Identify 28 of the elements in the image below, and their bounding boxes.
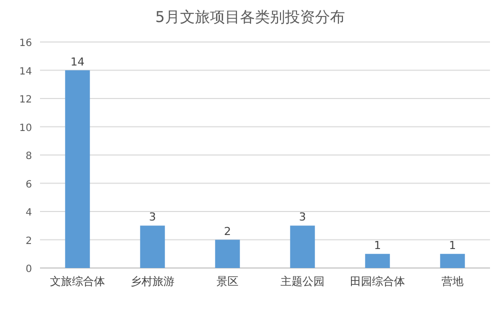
data-label: 1 <box>449 238 456 252</box>
y-tick-label: 2 <box>26 236 32 247</box>
y-tick-label: 14 <box>19 66 32 78</box>
x-tick-label: 营地 <box>442 275 464 288</box>
bar <box>140 226 165 268</box>
y-tick-label: 4 <box>26 208 32 218</box>
x-tick-label: 乡村旅游 <box>130 275 174 288</box>
x-tick-label: 主题公园 <box>280 275 324 288</box>
y-tick-label: 8 <box>26 151 32 162</box>
bar <box>440 254 465 268</box>
data-label: 1 <box>374 238 381 252</box>
chart-title: 5月文旅项目各类别投资分布 <box>155 8 345 26</box>
data-label: 3 <box>149 210 156 224</box>
data-label: 3 <box>299 210 306 224</box>
bar <box>65 70 90 268</box>
y-tick-label: 10 <box>19 122 32 134</box>
y-tick-label: 16 <box>19 38 32 49</box>
bar <box>290 226 315 268</box>
x-tick-label: 文旅综合体 <box>50 275 105 288</box>
bar <box>215 240 240 268</box>
x-tick-label: 田园综合体 <box>350 275 405 288</box>
y-tick-label: 12 <box>19 94 32 106</box>
y-tick-label: 0 <box>26 264 32 275</box>
data-label: 2 <box>224 224 231 238</box>
x-tick-label: 景区 <box>216 275 238 288</box>
data-label: 14 <box>70 55 84 68</box>
bar <box>365 254 390 268</box>
y-tick-label: 6 <box>26 179 32 190</box>
